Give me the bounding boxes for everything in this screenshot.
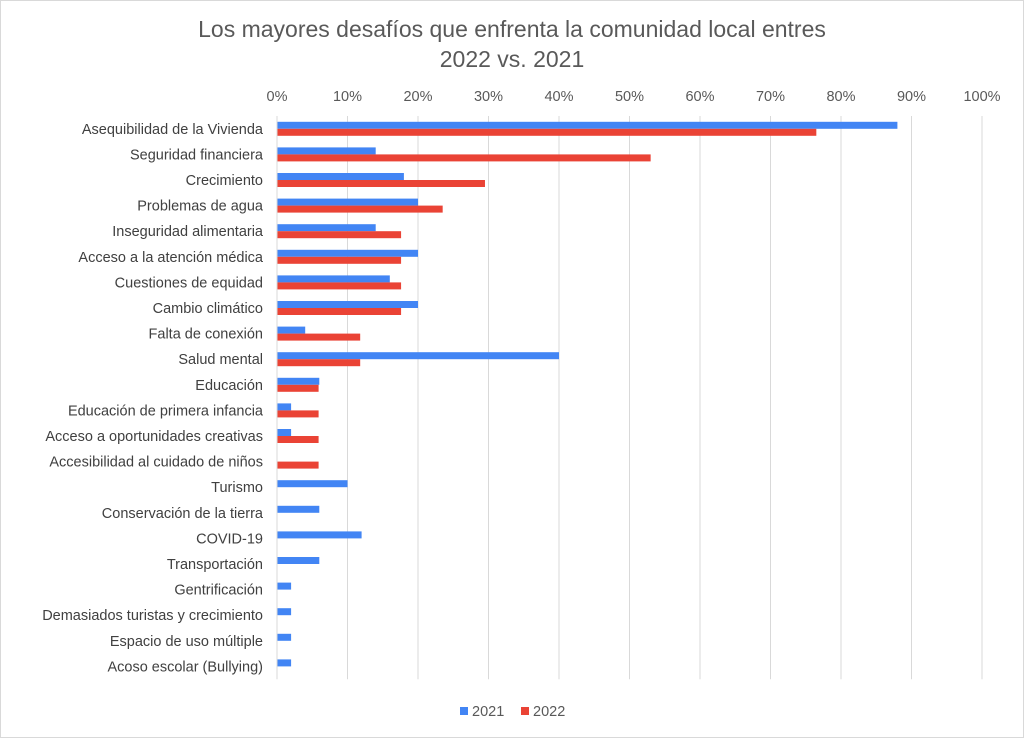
- bar-2021: [277, 582, 292, 590]
- bar-2022: [277, 384, 319, 392]
- legend-swatch-2022: [521, 707, 529, 715]
- gridlines: [347, 116, 983, 680]
- category-label: Acceso a la atención médica: [78, 250, 264, 266]
- x-tick-label: 70%: [756, 89, 785, 105]
- bar-2021: [277, 147, 376, 155]
- bar-2021: [277, 659, 292, 667]
- bar-2021: [277, 557, 320, 564]
- legend-label-2021: 2021: [472, 704, 504, 720]
- category-labels: Asequibilidad de la Vivienda Seguridad fi…: [42, 122, 264, 676]
- category-label: Gentrificación: [174, 583, 263, 599]
- bar-2021: [277, 480, 348, 488]
- chart-title-line-1: Los mayores desafíos que enfrenta la com…: [198, 16, 826, 42]
- bars: [277, 121, 898, 667]
- bar-2021: [277, 608, 292, 616]
- category-label: Transportación: [167, 557, 263, 573]
- bar-2021: [277, 377, 320, 385]
- bar-2022: [277, 461, 319, 469]
- x-tick-label: 30%: [474, 89, 503, 105]
- legend-label-2022: 2022: [533, 704, 565, 720]
- bar-2022: [277, 180, 485, 187]
- bar-2022: [277, 410, 319, 418]
- bar-2021: [277, 249, 418, 257]
- category-label: Crecimiento: [186, 173, 263, 189]
- bar-2022: [277, 308, 402, 315]
- x-axis-ticks: 0% 10% 20% 30% 40% 50% 60% 70% 80% 90% 100%: [267, 89, 1001, 105]
- category-label: Inseguridad alimentaria: [112, 224, 264, 240]
- bar-2022: [277, 333, 361, 341]
- bar-2021: [277, 505, 320, 513]
- category-label: Educación de primera infancia: [68, 403, 264, 419]
- category-label: COVID-19: [196, 531, 263, 547]
- category-label: Conservación de la tierra: [102, 506, 264, 522]
- category-label: Acoso escolar (Bullying): [107, 659, 263, 675]
- x-tick-label: 40%: [544, 89, 573, 105]
- bar-2021: [277, 198, 418, 206]
- category-label: Cambio climático: [153, 301, 263, 317]
- category-label: Salud mental: [178, 352, 263, 368]
- bar-2021: [277, 352, 559, 360]
- category-label: Seguridad financiera: [130, 147, 264, 163]
- legend-swatch-2021: [460, 707, 468, 715]
- x-tick-label: 80%: [826, 89, 855, 105]
- bar-2021: [277, 173, 404, 180]
- bar-2021: [277, 301, 418, 308]
- x-tick-label: 100%: [963, 89, 1000, 105]
- category-label: Demasiados turistas y crecimiento: [42, 608, 263, 624]
- category-label: Accesibilidad al cuidado de niños: [49, 455, 263, 471]
- category-label: Falta de conexión: [149, 327, 263, 343]
- bar-2022: [277, 282, 402, 290]
- bar-2021: [277, 531, 362, 539]
- category-label: Asequibilidad de la Vivienda: [82, 122, 264, 138]
- x-tick-label: 90%: [897, 89, 926, 105]
- bar-2021: [277, 326, 306, 334]
- bar-2021: [277, 403, 292, 411]
- x-tick-label: 60%: [685, 89, 714, 105]
- category-label: Educación: [195, 378, 263, 394]
- bar-2021: [277, 121, 898, 129]
- x-tick-label: 50%: [615, 89, 644, 105]
- x-tick-label: 0%: [267, 89, 288, 105]
- bar-2021: [277, 275, 390, 283]
- bar-2022: [277, 128, 817, 136]
- bar-2022: [277, 436, 319, 443]
- bar-2021: [277, 429, 292, 436]
- category-label: Cuestiones de equidad: [115, 275, 263, 291]
- bar-2022: [277, 205, 443, 213]
- bar-2021: [277, 633, 292, 641]
- category-label: Problemas de agua: [137, 199, 264, 215]
- category-label: Espacio de uso múltiple: [110, 634, 263, 650]
- category-label: Turismo: [211, 480, 263, 496]
- bar-2021: [277, 224, 376, 232]
- x-tick-label: 10%: [333, 89, 362, 105]
- category-label: Acceso a oportunidades creativas: [45, 429, 263, 445]
- bar-2022: [277, 231, 402, 239]
- legend: 2021 2022: [460, 704, 565, 720]
- bar-2022: [277, 256, 402, 264]
- chart-title-line-2: 2022 vs. 2021: [439, 46, 585, 72]
- bar-2022: [277, 359, 361, 367]
- x-tick-label: 20%: [403, 89, 432, 105]
- chart-title: Los mayores desafíos que enfrenta la com…: [0, 14, 1024, 74]
- bar-2022: [277, 154, 651, 162]
